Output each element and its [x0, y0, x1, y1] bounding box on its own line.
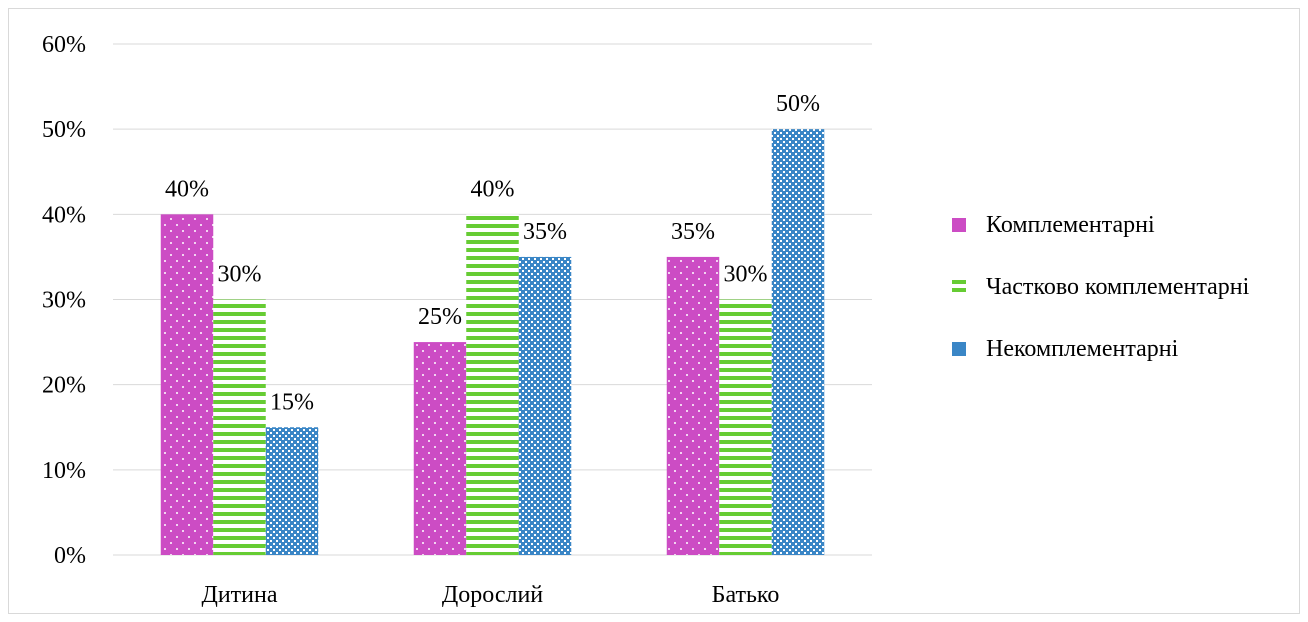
bars: [160, 129, 825, 556]
x-tick-label: Батько: [712, 582, 780, 608]
legend-swatch-0: [952, 218, 966, 232]
bar: [719, 299, 772, 555]
bar: [213, 299, 266, 555]
bar: [413, 342, 467, 555]
legend-swatch-2: [952, 342, 966, 356]
y-tick-label: 60%: [42, 32, 86, 58]
y-tick-label: 50%: [42, 117, 86, 143]
y-axis-ticks: 0% 10% 20% 30% 40% 50% 60%: [42, 32, 86, 569]
bar: [160, 214, 214, 556]
x-axis-ticks: Дитина Дорослий Батько: [201, 582, 779, 608]
x-tick-label: Дитина: [201, 582, 277, 608]
y-tick-label: 0%: [54, 543, 86, 569]
data-label: 40%: [165, 176, 209, 202]
y-tick-label: 40%: [42, 202, 86, 228]
data-labels: 40% 30% 15% 25% 40% 35% 35% 30% 50%: [165, 91, 820, 415]
bar: [666, 256, 720, 555]
legend-item-series-1: Частково комплементарні: [948, 270, 1278, 304]
bar: [518, 256, 572, 555]
y-tick-label: 30%: [42, 288, 86, 314]
data-label: 15%: [270, 389, 314, 415]
legend-item-series-0: Комплементарні: [948, 208, 1278, 242]
legend-item-series-2: Некомплементарні: [948, 332, 1278, 366]
data-label: 35%: [671, 219, 715, 245]
legend-label-2: Некомплементарні: [986, 336, 1179, 362]
data-label: 30%: [724, 262, 768, 288]
data-label: 35%: [523, 219, 567, 245]
data-label: 40%: [471, 176, 515, 202]
legend-swatch-1: [952, 280, 966, 294]
data-label: 50%: [776, 91, 820, 117]
data-label: 30%: [218, 262, 262, 288]
bar: [466, 214, 519, 556]
x-tick-label: Дорослий: [442, 582, 543, 608]
legend-label-0: Комплементарні: [986, 212, 1155, 238]
y-tick-label: 10%: [42, 458, 86, 484]
data-label: 25%: [418, 304, 462, 330]
bar: [771, 129, 825, 555]
y-tick-label: 20%: [42, 373, 86, 399]
legend: Комплементарні Частково комплементарні Н…: [948, 208, 1278, 394]
legend-label-1: Частково комплементарні: [986, 274, 1250, 300]
bar: [265, 427, 319, 555]
